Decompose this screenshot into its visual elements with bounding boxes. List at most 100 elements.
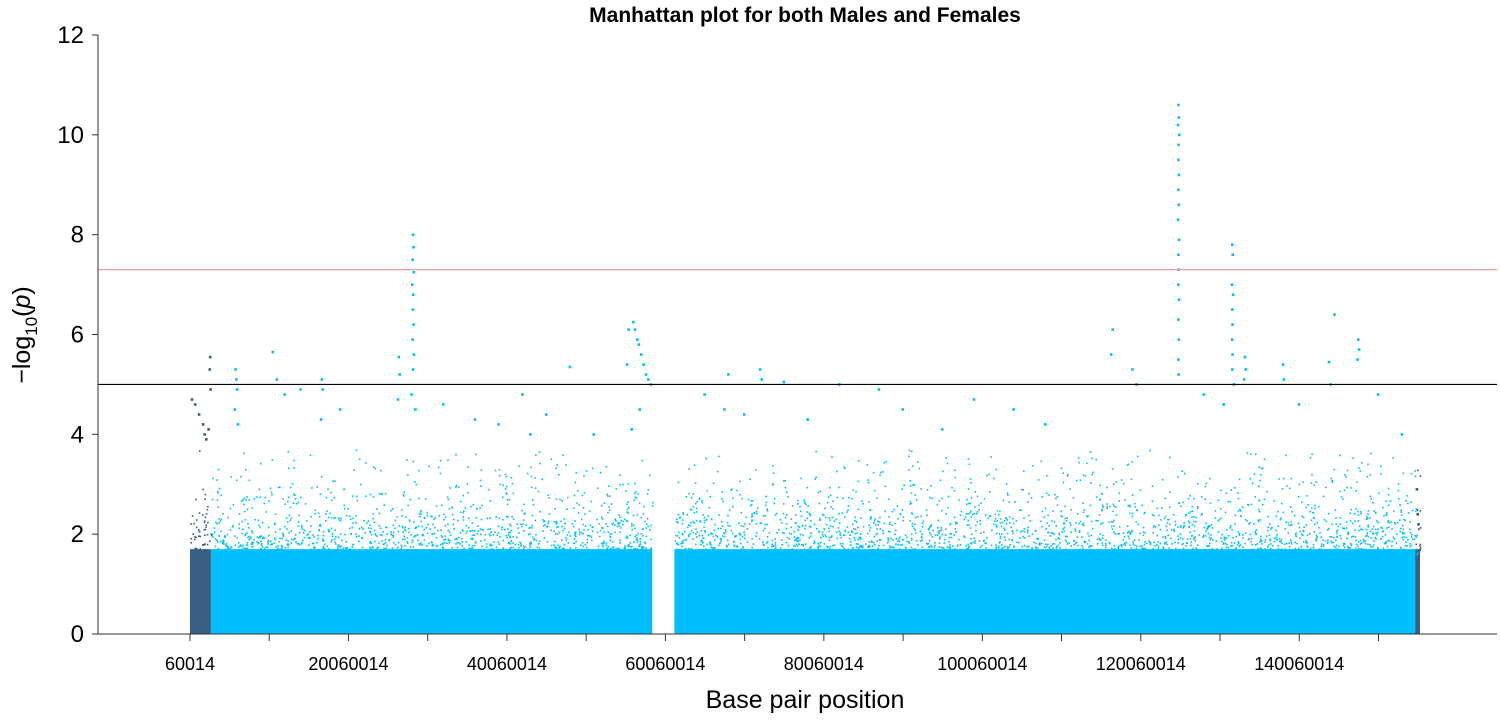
background-point <box>444 524 447 527</box>
background-point <box>230 546 233 548</box>
background-point <box>1044 543 1047 545</box>
background-point <box>1305 524 1308 526</box>
background-point <box>481 545 483 548</box>
background-point <box>888 516 890 518</box>
background-point <box>287 450 290 453</box>
data-point <box>742 413 746 416</box>
background-point <box>1012 522 1015 525</box>
background-point <box>751 500 754 502</box>
background-point <box>507 553 509 555</box>
background-point <box>928 546 931 548</box>
background-point <box>1402 528 1405 531</box>
background-point <box>975 529 977 532</box>
background-point <box>244 519 247 521</box>
background-point <box>586 535 589 537</box>
background-point <box>730 489 732 492</box>
background-point <box>1084 475 1087 477</box>
background-point <box>574 531 577 533</box>
background-point <box>949 546 951 549</box>
background-point <box>988 515 991 518</box>
background-point <box>1207 532 1210 535</box>
background-point <box>693 511 696 514</box>
background-point <box>435 549 437 551</box>
background-point <box>210 534 213 537</box>
background-point <box>1241 506 1244 508</box>
background-point <box>905 550 908 552</box>
background-point <box>692 531 695 534</box>
background-point <box>1083 540 1086 543</box>
background-point <box>1381 535 1384 538</box>
background-point <box>614 524 616 526</box>
background-point <box>1090 482 1092 484</box>
background-point <box>1118 533 1120 535</box>
background-point <box>459 543 461 545</box>
background-point <box>327 516 330 519</box>
background-point <box>1196 550 1198 553</box>
background-point <box>1278 540 1281 543</box>
background-point <box>1118 526 1121 528</box>
background-point <box>468 544 470 546</box>
background-point <box>447 498 450 501</box>
background-point <box>732 497 734 500</box>
background-point <box>1376 547 1379 549</box>
background-point <box>507 528 509 530</box>
background-point <box>202 550 204 552</box>
background-point <box>336 551 338 553</box>
background-point <box>459 551 461 553</box>
background-point <box>1388 548 1390 551</box>
background-point <box>1374 512 1377 514</box>
background-point <box>346 546 348 549</box>
background-point <box>831 535 833 537</box>
background-point <box>949 547 951 550</box>
background-point <box>569 535 572 537</box>
background-point <box>326 510 328 512</box>
background-point <box>505 475 508 478</box>
background-point <box>879 516 881 519</box>
background-point <box>369 531 372 534</box>
background-point <box>1204 498 1206 500</box>
background-point <box>735 489 738 492</box>
data-point <box>1177 283 1180 286</box>
background-point <box>204 548 207 551</box>
background-point <box>1245 549 1247 551</box>
background-point <box>459 532 462 534</box>
background-point <box>548 552 550 554</box>
background-point <box>824 553 827 555</box>
background-point <box>675 534 677 537</box>
background-point <box>238 527 241 530</box>
background-point <box>620 527 622 529</box>
background-point <box>543 551 546 554</box>
background-point <box>945 457 947 459</box>
background-point <box>1017 549 1020 551</box>
background-point <box>766 536 769 538</box>
background-point <box>1099 538 1101 541</box>
background-point <box>292 502 295 504</box>
background-point <box>853 528 855 530</box>
background-point <box>397 530 400 533</box>
background-point <box>1391 549 1394 551</box>
background-point <box>1047 553 1050 555</box>
background-point <box>906 536 908 539</box>
background-point <box>800 515 803 517</box>
background-point <box>1177 526 1179 528</box>
background-point <box>807 550 810 553</box>
background-point <box>454 538 456 541</box>
background-point <box>497 532 500 534</box>
background-point <box>558 474 560 476</box>
background-point <box>1164 542 1166 544</box>
background-point <box>1023 537 1026 539</box>
background-point <box>436 553 439 556</box>
background-point <box>1082 522 1084 525</box>
background-point <box>198 531 201 533</box>
background-point <box>1134 544 1136 547</box>
background-point <box>530 486 533 489</box>
background-point <box>884 553 886 555</box>
background-point <box>550 529 552 532</box>
background-point <box>844 516 846 518</box>
background-point <box>794 521 797 524</box>
background-point <box>404 545 406 547</box>
background-point <box>506 498 509 501</box>
background-point <box>1077 553 1080 556</box>
background-point <box>1189 537 1192 540</box>
background-point <box>1382 506 1384 509</box>
